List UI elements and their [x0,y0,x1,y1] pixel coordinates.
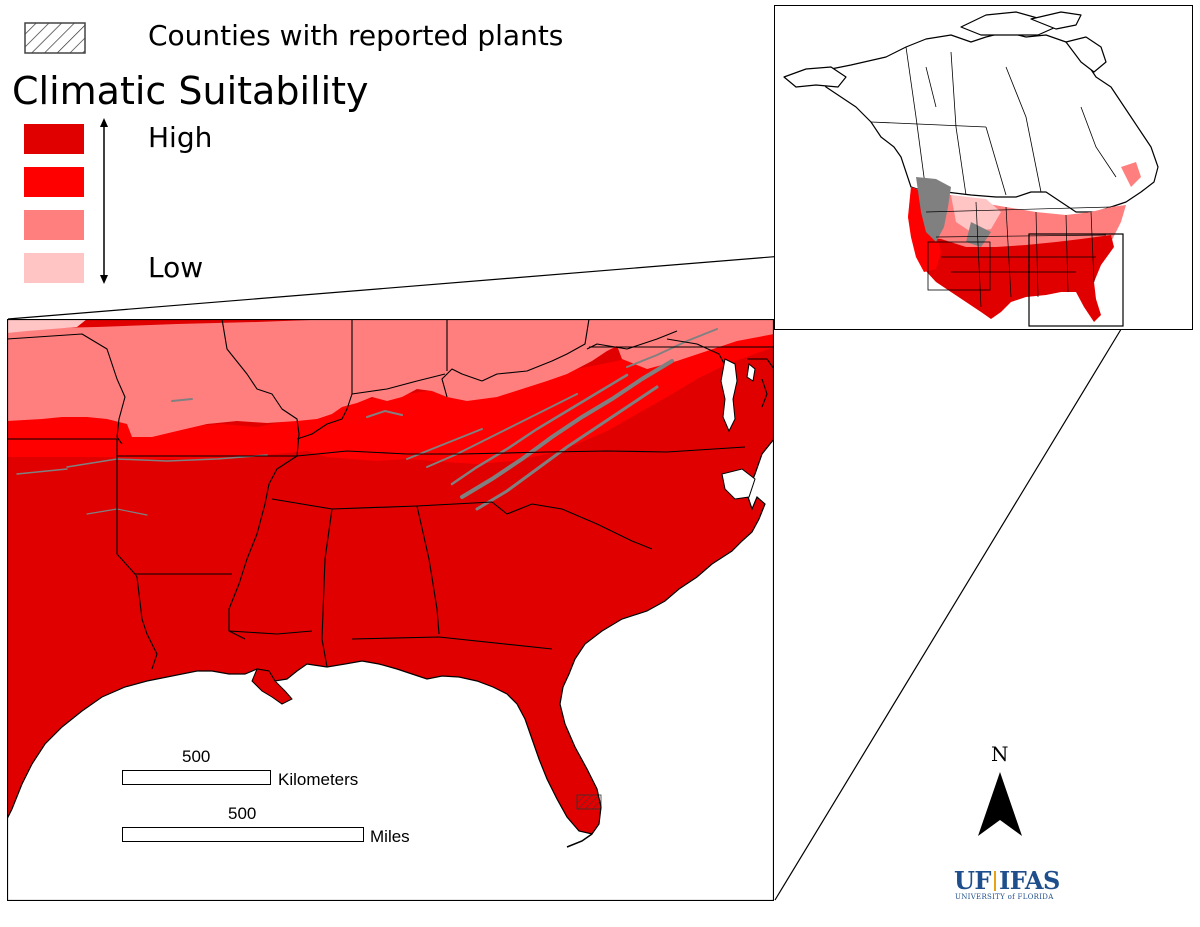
coastline [7,438,774,835]
chesapeake-bay [720,358,738,433]
hatch-swatch [24,22,86,54]
state-boundaries [7,319,774,670]
scale-mi-unit: Miles [370,827,410,846]
swatch-high [24,167,84,197]
scale-mi-bar [122,827,364,842]
zone-low [7,319,87,333]
usa-west-gray [916,177,951,242]
pamlico-sound [721,468,756,500]
logo-main-right: IFAS [998,866,1060,895]
inset-west-box [927,241,991,291]
high-label: High [148,121,213,154]
maine-medium [1121,162,1141,187]
usa-rockies-gray [966,222,991,247]
usa-high-zone [916,235,1114,322]
inset-map [783,11,1159,327]
zone-medium [7,319,627,437]
hatch-label: Counties with reported plants [148,19,564,52]
zone-medium-ne [607,319,774,369]
usa-interior-light [951,195,1001,232]
gradient-arrow [100,118,108,284]
logo-main-left: UF [954,866,991,895]
ufifas-logo: UF IFAS UNIVERSITY of FLORIDA [954,866,1060,903]
zone-high-north-west [7,324,774,464]
florida-keys [566,833,593,848]
north-arrow-icon [978,772,1022,836]
delaware-bay [746,363,756,382]
reported-county [576,794,602,810]
usa-west-high [908,187,941,272]
canada-landmass [815,31,1159,213]
legend: Counties with reported plants Climatic S… [0,0,600,300]
swatch-medium [24,210,84,240]
legend-title: Climatic Suitability [12,69,369,113]
swatch-low [24,253,84,283]
low-label: Low [148,251,204,284]
inset-extent-box [1028,233,1124,327]
north-label: N [991,742,1009,766]
greenland-edge [1030,11,1082,30]
swatch-highest [24,124,84,154]
baffin-island [1065,36,1107,73]
main-map [7,319,774,901]
scale-km-bar [122,770,271,785]
scale-mi-value: 500 [228,804,257,823]
scale-km-unit: Kilometers [278,770,359,789]
scale-km-value: 500 [182,747,211,766]
logo-subtitle: UNIVERSITY of FLORIDA [955,893,1054,901]
alaska-panhandle [783,66,847,88]
mississippi-delta [251,668,293,705]
logo-divider [993,871,996,891]
